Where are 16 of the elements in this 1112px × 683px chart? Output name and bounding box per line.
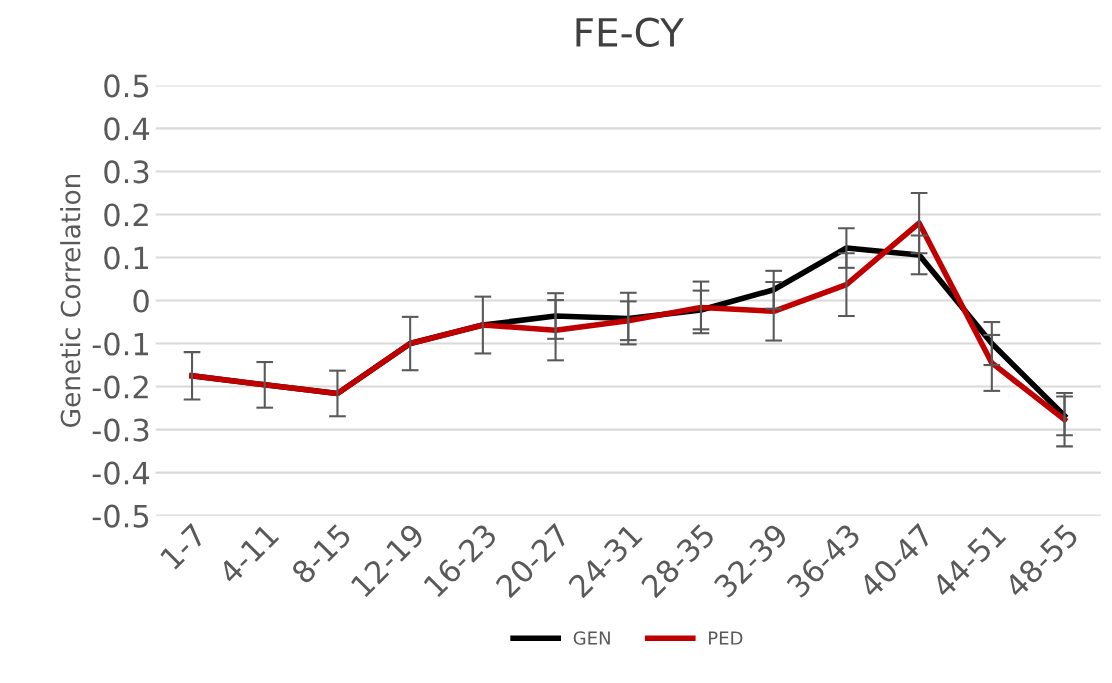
y-tick-label: 0.3 <box>104 160 149 184</box>
legend-label: GEN <box>573 631 610 645</box>
y-tick-label: 0 <box>133 289 149 313</box>
chart-title: FE-CY <box>576 17 684 48</box>
y-tick-label: -0.2 <box>92 375 148 399</box>
y-tick-label: -0.3 <box>92 418 149 442</box>
y-axis-title: Genetic Correlation <box>60 174 81 427</box>
y-tick-label: -0.5 <box>92 504 149 528</box>
y-tick-label: 0.1 <box>104 246 148 270</box>
y-tick-label: 0.4 <box>104 117 150 141</box>
y-tick-label: 0.2 <box>104 203 148 227</box>
x-tick-label: 1-7 <box>159 523 207 570</box>
y-tick-label: -0.1 <box>92 332 148 356</box>
y-tick-label: 0.5 <box>104 74 149 98</box>
legend-label: PED <box>709 631 743 645</box>
y-tick-label: -0.4 <box>92 461 150 485</box>
